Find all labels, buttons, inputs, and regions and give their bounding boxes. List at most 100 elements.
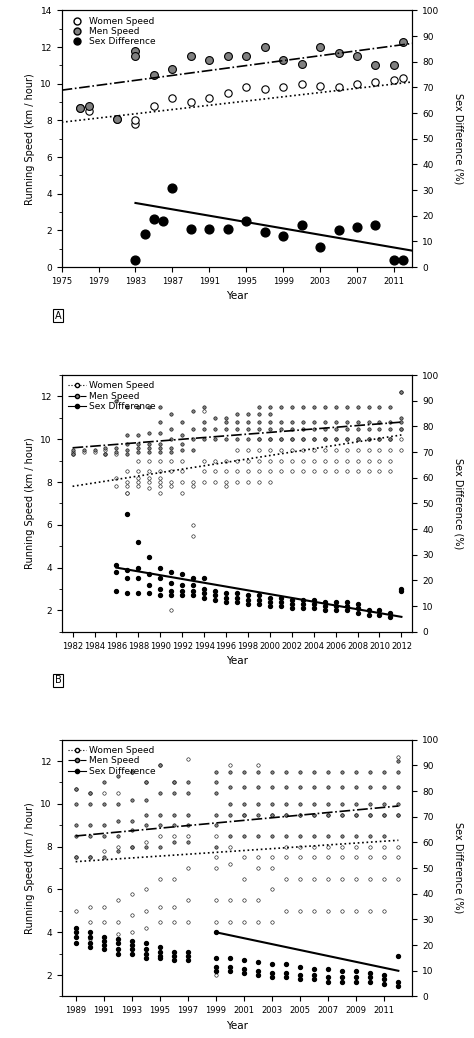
Point: [288, 399, 296, 415]
Point: [324, 827, 332, 844]
Point: [365, 453, 372, 469]
Point: [376, 463, 383, 480]
Point: [100, 785, 108, 801]
Point: [288, 463, 296, 480]
Point: [266, 594, 273, 610]
Point: [201, 403, 208, 419]
Point: [184, 750, 191, 767]
Point: [86, 785, 93, 801]
Point: [310, 592, 318, 608]
Point: [178, 485, 186, 501]
Point: [240, 849, 248, 866]
Point: [233, 420, 241, 437]
Point: [398, 410, 405, 427]
Point: [353, 903, 360, 920]
Point: [167, 405, 175, 421]
Point: [178, 588, 186, 604]
Point: [156, 757, 164, 773]
Point: [156, 807, 164, 823]
Point: [338, 807, 346, 823]
Point: [283, 903, 290, 920]
Point: [135, 435, 142, 452]
Point: [212, 785, 220, 801]
Point: [72, 781, 80, 797]
Point: [372, 217, 379, 234]
Point: [212, 924, 220, 940]
Point: [343, 598, 350, 614]
Point: [222, 473, 230, 490]
Point: [146, 566, 153, 582]
Point: [266, 441, 273, 458]
Point: [212, 827, 220, 844]
Point: [310, 453, 318, 469]
Point: [332, 594, 339, 610]
Point: [299, 399, 307, 415]
Point: [296, 795, 304, 812]
Point: [128, 813, 136, 829]
Point: [279, 52, 287, 69]
Point: [321, 594, 328, 610]
Point: [156, 839, 164, 855]
Point: [332, 431, 339, 447]
Point: [381, 972, 388, 988]
Point: [86, 934, 93, 951]
Point: [353, 827, 360, 844]
Point: [255, 441, 263, 458]
Point: [69, 444, 76, 461]
Point: [156, 871, 164, 887]
Point: [212, 839, 220, 855]
Point: [102, 439, 109, 456]
Point: [142, 807, 150, 823]
Point: [254, 859, 262, 876]
Point: [159, 213, 167, 229]
Point: [354, 399, 361, 415]
Point: [156, 479, 164, 495]
Point: [100, 817, 108, 834]
Point: [233, 473, 241, 490]
Point: [201, 585, 208, 602]
Point: [212, 958, 220, 975]
Point: [124, 446, 131, 463]
Point: [224, 220, 232, 237]
Point: [240, 913, 248, 930]
Point: [277, 590, 285, 606]
Point: [365, 602, 372, 619]
Point: [167, 564, 175, 580]
Point: [100, 928, 108, 945]
Point: [135, 559, 142, 576]
Point: [398, 420, 405, 437]
Point: [240, 960, 248, 977]
Point: [170, 807, 178, 823]
Point: [343, 431, 350, 447]
Point: [206, 220, 213, 237]
Point: [178, 441, 186, 458]
Point: [170, 774, 178, 791]
Point: [283, 964, 290, 981]
Point: [113, 439, 120, 456]
Point: [381, 976, 388, 992]
Point: [266, 431, 273, 447]
Text: B: B: [55, 676, 62, 685]
Point: [390, 57, 398, 74]
Y-axis label: Sex Difference (%): Sex Difference (%): [453, 93, 463, 185]
Point: [277, 453, 285, 469]
Point: [381, 795, 388, 812]
Point: [254, 807, 262, 823]
Point: [114, 785, 121, 801]
Point: [156, 463, 164, 480]
Point: [233, 585, 241, 602]
Point: [310, 764, 318, 781]
Point: [343, 602, 350, 619]
Point: [310, 839, 318, 855]
Point: [266, 431, 273, 447]
Point: [156, 439, 164, 456]
Point: [321, 399, 328, 415]
Point: [212, 774, 220, 791]
Point: [354, 431, 361, 447]
Point: [288, 596, 296, 612]
Point: [189, 403, 197, 419]
Point: [268, 956, 276, 973]
Point: [114, 827, 121, 844]
Point: [255, 453, 263, 469]
Point: [332, 420, 339, 437]
